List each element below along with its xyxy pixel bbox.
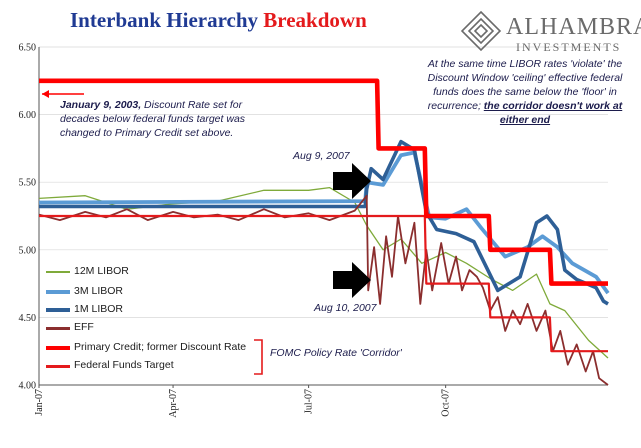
y-tick-label: 6.50 xyxy=(19,43,37,54)
corridor-label: FOMC Policy Rate 'Corridor' xyxy=(270,347,402,359)
y-tick-label: 5.50 xyxy=(19,178,37,189)
aug-10-label: Aug 10, 2007 xyxy=(314,302,376,314)
y-tick-label: 4.50 xyxy=(19,313,37,324)
legend-label: 1M LIBOR xyxy=(74,303,123,315)
legend-swatch xyxy=(46,327,70,330)
legend-label: EFF xyxy=(74,321,94,333)
legend-label: Primary Credit; former Discount Rate xyxy=(74,341,246,353)
aug-10-arrow-icon xyxy=(333,262,371,298)
corridor-bracket xyxy=(252,338,266,378)
y-tick-label: 6.00 xyxy=(19,110,37,121)
logo-mark-icon xyxy=(460,10,502,56)
x-tick-label: Jul-07 xyxy=(304,389,315,414)
y-tick-label: 5.00 xyxy=(19,245,37,256)
note-date: January 9, 2003, xyxy=(60,99,141,111)
january-2003-note: January 9, 2003, Discount Rate set for d… xyxy=(60,98,250,140)
aug-9-label: Aug 9, 2007 xyxy=(293,150,350,162)
legend-swatch xyxy=(46,271,70,273)
chart-title: Interbank Hierarchy Breakdown xyxy=(70,8,367,33)
title-part2: Breakdown xyxy=(263,8,366,32)
alhambra-logo: ALHAMBRA INVESTMENTS xyxy=(460,10,640,58)
corridor-violation-note: At the same time LIBOR rates 'violate' t… xyxy=(420,57,630,127)
legend-swatch xyxy=(46,308,70,312)
legend-swatch xyxy=(46,290,70,294)
legend-label: 3M LIBOR xyxy=(74,285,123,297)
legend-swatch xyxy=(46,365,70,368)
x-tick-label: Apr-07 xyxy=(168,389,179,418)
logo-text: ALHAMBRA INVESTMENTS xyxy=(506,14,641,55)
x-tick-label: Oct-07 xyxy=(441,389,452,417)
legend-label: 12M LIBOR xyxy=(74,265,129,277)
legend-swatch xyxy=(46,346,70,350)
note-pointer-arrowhead-icon xyxy=(42,90,49,98)
note-emphasis: the corridor doesn't work at either end xyxy=(484,100,622,126)
logo-name: ALHAMBRA xyxy=(506,14,641,40)
title-part1: Interbank Hierarchy xyxy=(70,8,258,32)
logo-sub: INVESTMENTS xyxy=(506,40,641,55)
legend-label: Federal Funds Target xyxy=(74,359,174,371)
series-line-1m-libor xyxy=(39,142,608,304)
x-tick-label: Jan-07 xyxy=(34,389,45,416)
